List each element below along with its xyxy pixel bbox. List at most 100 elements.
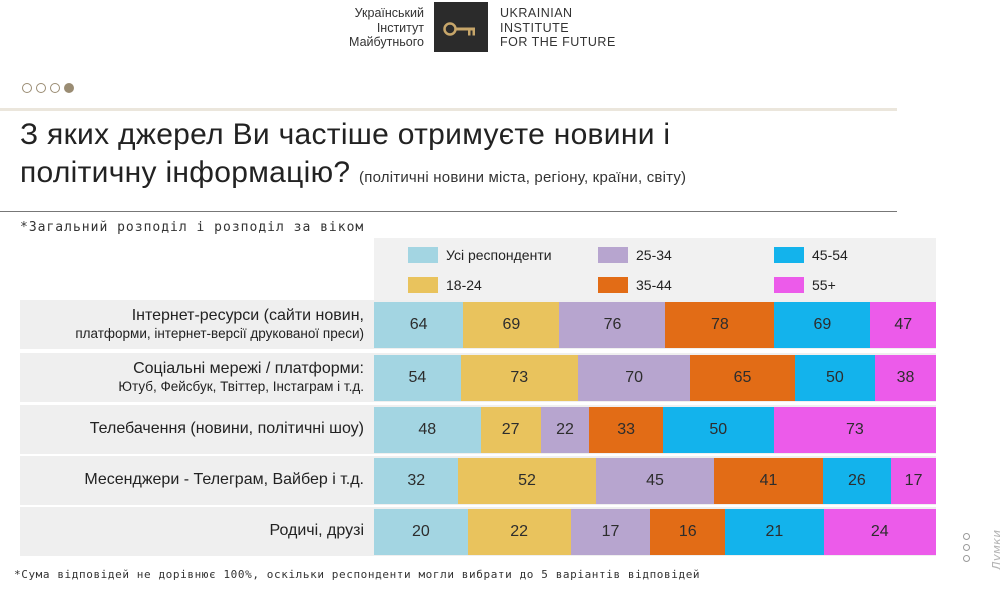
legend-swatch — [774, 247, 804, 263]
chart-title-line2-text: політичну інформацію? — [20, 156, 351, 189]
pagination-dot[interactable] — [50, 83, 60, 93]
bar-segment[interactable]: 27 — [480, 407, 541, 453]
data-label: 22 — [556, 421, 574, 438]
data-label: 21 — [765, 523, 784, 540]
divider — [0, 108, 897, 111]
data-label: 69 — [502, 316, 521, 333]
legend-swatch — [598, 277, 628, 293]
legend-item: 25-34 — [598, 247, 672, 263]
bar-segment[interactable]: 54 — [374, 355, 461, 401]
bar-segment[interactable]: 38 — [874, 355, 936, 401]
data-label: 48 — [418, 421, 437, 438]
side-dot[interactable] — [963, 555, 970, 562]
category-label-line: Телебачення (новини, політичні шоу) — [89, 420, 364, 437]
bar-segment[interactable]: 21 — [725, 509, 824, 555]
bar-segment[interactable]: 22 — [467, 509, 571, 555]
data-label: 78 — [710, 316, 729, 333]
org-name-en-line: UKRAINIAN — [500, 6, 573, 20]
data-label: 17 — [601, 523, 620, 540]
bar-segment[interactable]: 20 — [374, 509, 468, 555]
bar-segment[interactable]: 76 — [559, 302, 666, 348]
data-label: 50 — [825, 369, 844, 386]
chart-title: З яких джерел Ви частіше отримуєте новин… — [20, 116, 686, 197]
slide-pagination — [22, 83, 74, 93]
side-dot[interactable] — [963, 533, 970, 540]
org-name-en-line: FOR THE FUTURE — [500, 35, 616, 49]
bar-segment[interactable]: 73 — [773, 407, 936, 453]
data-label: 70 — [625, 369, 644, 386]
bar-segment[interactable]: 50 — [794, 355, 875, 401]
stacked-bar: 54 73 70 65 50 38 — [374, 355, 936, 401]
category-label-line: Родичі, друзі — [269, 522, 364, 539]
category-label: Телебачення (новини, політичні шоу) — [90, 419, 364, 438]
side-pagination — [963, 533, 970, 562]
bar-segment[interactable]: 73 — [460, 355, 578, 401]
stacked-bar: 32 52 45 41 26 17 — [374, 458, 936, 504]
category-label-line: Соціальні мережі / платформи: — [133, 360, 364, 377]
chart-note-top: *Загальний розподіл і розподіл за віком — [20, 220, 365, 235]
pagination-dot-active[interactable] — [64, 83, 74, 93]
legend-label: 55+ — [812, 277, 836, 293]
bar-segment[interactable]: 45 — [595, 458, 715, 504]
bar-segment[interactable]: 33 — [589, 407, 663, 453]
legend-item: 18-24 — [408, 277, 482, 293]
bar-segment[interactable]: 70 — [577, 355, 691, 401]
data-label: 73 — [510, 369, 529, 386]
bar-segment[interactable]: 41 — [714, 458, 823, 504]
org-name-en-line: INSTITUTE — [500, 20, 570, 35]
chart-title-line1: З яких джерел Ви частіше отримуєте новин… — [20, 118, 671, 151]
data-label: 33 — [617, 421, 636, 438]
chart-subtitle: (політичні новини міста, регіону, країни… — [359, 169, 687, 186]
bar-segment[interactable]: 69 — [774, 302, 871, 348]
bar-segment[interactable]: 78 — [665, 302, 775, 348]
data-label: 22 — [510, 523, 529, 540]
legend-swatch — [408, 277, 438, 293]
pagination-dot[interactable] — [36, 83, 46, 93]
bar-segment[interactable]: 52 — [458, 458, 596, 504]
org-name-ua-line: Український — [354, 6, 424, 20]
data-label: 69 — [813, 316, 832, 333]
data-label: 32 — [407, 472, 426, 489]
data-label: 76 — [603, 316, 622, 333]
bar-segment[interactable]: 17 — [891, 458, 936, 504]
legend-label: 45-54 — [812, 247, 848, 263]
legend-item: 55+ — [774, 277, 836, 293]
stacked-bar: 64 69 76 78 69 47 — [374, 302, 936, 348]
bar-segment[interactable]: 64 — [374, 302, 464, 348]
bar-segment[interactable]: 50 — [662, 407, 774, 453]
legend-swatch — [598, 247, 628, 263]
chart-title-line2: політичну інформацію? (політичні новини … — [20, 154, 686, 197]
bar-segment[interactable]: 24 — [823, 509, 936, 555]
data-label: 50 — [709, 421, 728, 438]
chart-legend: Усі респонденти 18-24 25-34 35-44 45-54 … — [374, 238, 936, 300]
legend-label: 18-24 — [446, 277, 482, 293]
legend-item: Усі респонденти — [408, 247, 552, 263]
legend-item: 45-54 — [774, 247, 848, 263]
bar-segment[interactable]: 32 — [374, 458, 459, 504]
key-logo-icon — [434, 2, 488, 52]
data-label: 54 — [408, 369, 427, 386]
chart-footnote: *Сума відповідей не дорівнює 100%, оскіл… — [14, 568, 701, 581]
data-label: 26 — [847, 472, 866, 489]
bar-segment[interactable]: 69 — [463, 302, 560, 348]
stacked-bar: 20 22 17 16 21 24 — [374, 509, 936, 555]
data-label: 27 — [501, 421, 520, 438]
data-label: 52 — [518, 472, 536, 489]
bar-segment[interactable]: 65 — [690, 355, 795, 401]
category-label: Соціальні мережі / платформи: Ютуб, Фейсб… — [118, 359, 364, 395]
pagination-dot[interactable] — [22, 83, 32, 93]
bar-segment[interactable]: 16 — [650, 509, 726, 555]
legend-label: 25-34 — [636, 247, 672, 263]
bar-segment[interactable]: 22 — [540, 407, 590, 453]
side-dot[interactable] — [963, 544, 970, 551]
data-label: 64 — [409, 316, 428, 333]
category-label: Інтернет-ресурси (сайти новин, платформи,… — [75, 306, 364, 342]
bar-segment[interactable]: 26 — [822, 458, 892, 504]
data-label: 38 — [896, 369, 915, 386]
data-label: 45 — [646, 472, 664, 489]
bar-segment[interactable]: 47 — [870, 302, 936, 348]
bar-segment[interactable]: 48 — [374, 407, 481, 453]
org-name-ua-line: Інститут — [376, 20, 424, 35]
org-name-ua-line: Майбутнього — [349, 35, 424, 49]
bar-segment[interactable]: 17 — [570, 509, 651, 555]
